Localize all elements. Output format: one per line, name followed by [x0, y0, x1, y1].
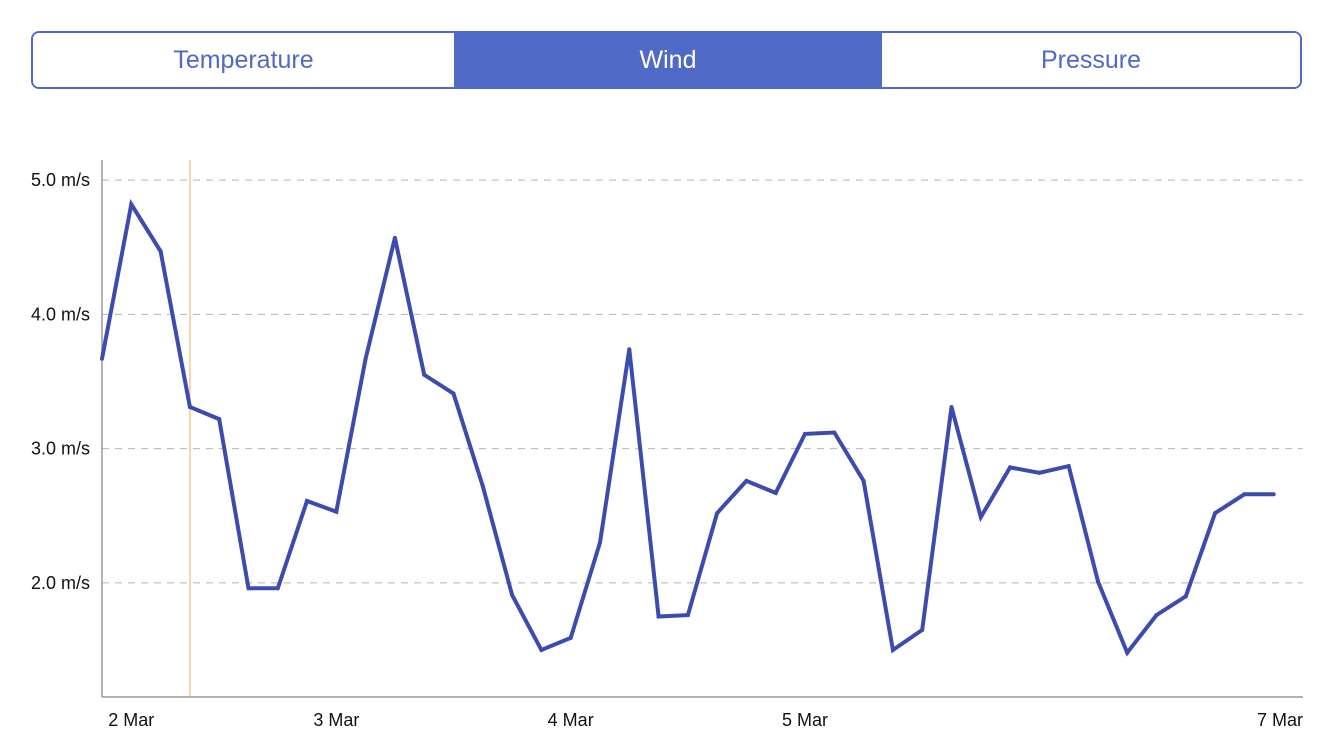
data-point [597, 540, 602, 545]
data-point [539, 648, 544, 653]
data-point [656, 614, 661, 619]
data-point [715, 511, 720, 516]
data-point [920, 627, 925, 632]
data-point [363, 356, 368, 361]
data-point [305, 498, 310, 503]
data-point [275, 586, 280, 591]
data-point [832, 430, 837, 435]
data-point [1037, 470, 1042, 475]
grid-lines [102, 179, 1303, 584]
data-point [773, 490, 778, 495]
data-point [451, 391, 456, 396]
data-point [129, 202, 134, 207]
x-tick-label: 7 Mar [1257, 710, 1303, 730]
data-point [480, 484, 485, 489]
data-point [744, 478, 749, 483]
data-point [890, 648, 895, 653]
y-tick-label: 3.0 m/s [31, 439, 90, 459]
data-point [158, 249, 163, 254]
data-point [1242, 492, 1247, 497]
data-point [978, 515, 983, 520]
data-points [100, 202, 1276, 655]
tab-temperature[interactable]: Temperature [33, 33, 454, 87]
data-point [1125, 650, 1130, 655]
y-tick-label: 5.0 m/s [31, 170, 90, 190]
x-tick-labels: 2 Mar 3 Mar 4 Mar 5 Mar 7 Mar [108, 710, 1303, 730]
data-point [217, 417, 222, 422]
data-point [246, 586, 251, 591]
data-point [1008, 465, 1013, 470]
wind-speed-line [100, 198, 1274, 657]
data-point [1271, 492, 1276, 497]
data-point [627, 347, 632, 352]
data-point [100, 356, 104, 361]
data-point [949, 405, 954, 410]
data-point [1213, 511, 1218, 516]
data-point [422, 372, 427, 377]
y-tick-label: 4.0 m/s [31, 304, 90, 324]
data-point [803, 431, 808, 436]
x-tick-label: 5 Mar [782, 710, 828, 730]
segmented-control: Temperature Wind Pressure [31, 31, 1302, 89]
x-tick-label: 3 Mar [313, 710, 359, 730]
tab-pressure[interactable]: Pressure [881, 33, 1300, 87]
data-point [1154, 613, 1159, 618]
data-point [685, 613, 690, 618]
data-point [1183, 594, 1188, 599]
x-tick-label: 2 Mar [108, 710, 154, 730]
y-tick-label: 2.0 m/s [31, 573, 90, 593]
data-point [392, 235, 397, 240]
data-point [1095, 579, 1100, 584]
x-tick-label: 4 Mar [548, 710, 594, 730]
data-point [1066, 464, 1071, 469]
data-point [861, 478, 866, 483]
data-point [187, 405, 192, 410]
tab-wind[interactable]: Wind [454, 33, 881, 87]
data-point [568, 635, 573, 640]
y-tick-labels: 2.0 m/s 3.0 m/s 4.0 m/s 5.0 m/s [31, 170, 90, 593]
data-point [334, 509, 339, 514]
data-point [510, 592, 515, 597]
